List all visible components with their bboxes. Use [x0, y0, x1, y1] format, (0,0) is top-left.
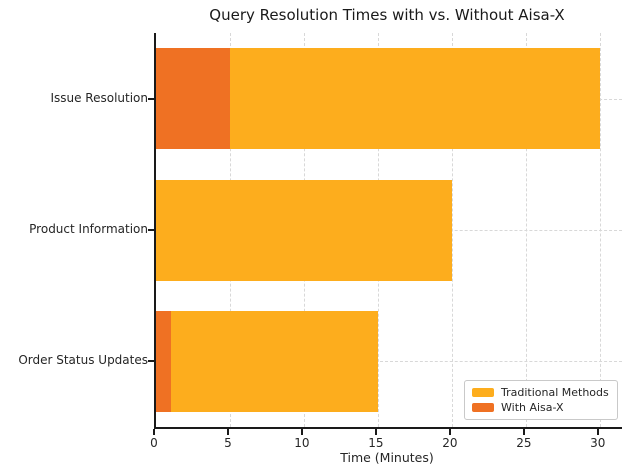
- chart-title: Query Resolution Times with vs. Without …: [209, 6, 565, 24]
- legend-color-swatch: [472, 403, 494, 412]
- x-tick-label: 30: [590, 436, 606, 450]
- x-tick-mark: [374, 429, 377, 435]
- y-tick-mark: [148, 360, 154, 363]
- x-tick-mark: [226, 429, 229, 435]
- y-tick-mark: [148, 97, 154, 100]
- bar-aisax: [156, 310, 171, 412]
- x-tick-label: 15: [368, 436, 384, 450]
- x-tick-mark: [300, 429, 303, 435]
- legend-label: With Aisa-X: [501, 401, 564, 414]
- x-tick-label: 25: [516, 436, 532, 450]
- bar-traditional: [156, 310, 378, 412]
- legend-label: Traditional Methods: [501, 386, 609, 399]
- bar-traditional: [156, 48, 600, 150]
- x-tick-label: 10: [294, 436, 310, 450]
- x-tick-label: 0: [150, 436, 158, 450]
- x-axis-label: Time (Minutes): [340, 450, 434, 465]
- y-tick-mark: [148, 229, 154, 231]
- x-tick-label: 20: [442, 436, 458, 450]
- legend-item: Traditional Methods: [472, 385, 610, 400]
- legend-item: With Aisa-X: [472, 400, 610, 415]
- x-tick-mark: [522, 429, 525, 435]
- x-tick-label: 5: [224, 436, 232, 450]
- gridline-horizontal: [156, 361, 622, 363]
- x-tick-mark: [153, 429, 155, 435]
- x-tick-mark: [448, 429, 451, 435]
- bar-aisax: [156, 48, 230, 150]
- y-category-label: Product Information: [29, 222, 148, 236]
- x-tick-mark: [596, 429, 599, 435]
- legend-color-swatch: [472, 388, 494, 397]
- y-category-label: Order Status Updates: [18, 353, 148, 368]
- y-category-label: Issue Resolution: [50, 90, 148, 105]
- plot-area: [154, 33, 622, 429]
- bar-traditional: [156, 179, 452, 281]
- legend: Traditional Methods With Aisa-X: [464, 380, 618, 420]
